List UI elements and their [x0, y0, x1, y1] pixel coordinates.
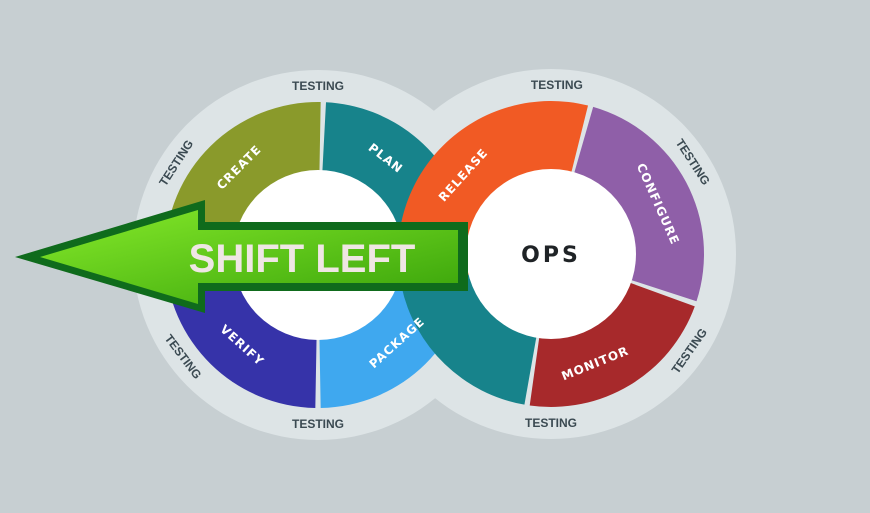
testing-label: TESTING — [292, 79, 344, 93]
ops-center-circle — [466, 169, 636, 339]
segment-configure — [574, 106, 704, 302]
segment-monitor — [529, 282, 695, 408]
shift-left-arrow: SHIFT LEFT — [15, 200, 468, 313]
shift-left-label: SHIFT LEFT — [189, 237, 416, 281]
segment-crossover — [401, 271, 537, 405]
testing-label: TESTING — [525, 416, 577, 430]
ops-label: OPS — [521, 243, 581, 268]
testing-label: TESTING — [292, 417, 344, 431]
testing-label: TESTING — [531, 78, 583, 92]
